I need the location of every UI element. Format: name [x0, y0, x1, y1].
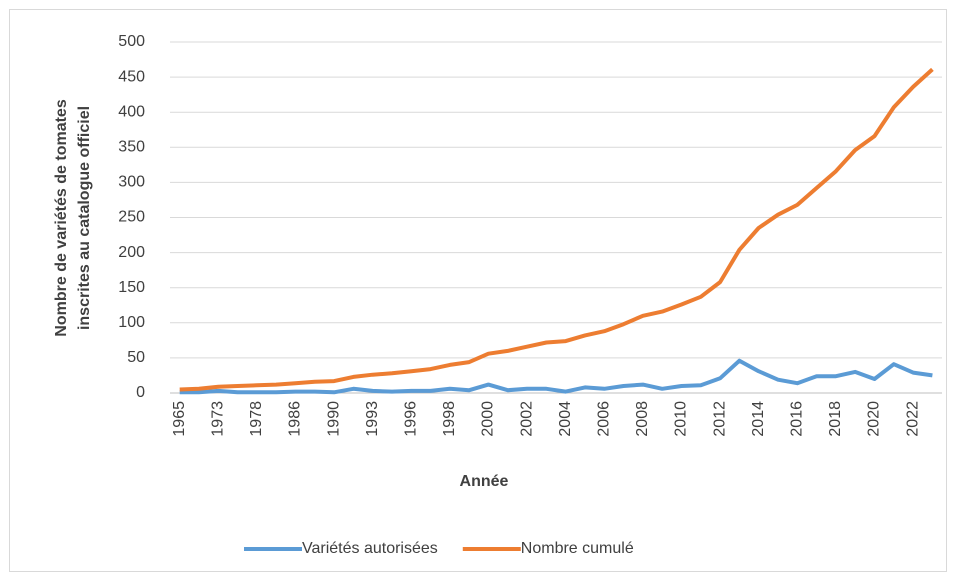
y-axis-title: Nombre de variétés de tomates [53, 99, 70, 337]
x-tick-label: 2010 [673, 401, 690, 437]
y-axis-title: inscrites au catalogue officiel [76, 106, 93, 330]
x-tick-label: 2022 [904, 401, 921, 437]
series-line [179, 358, 933, 395]
x-tick-label: 1990 [325, 401, 342, 437]
x-tick-label: 1986 [287, 401, 304, 437]
x-tick-label: 1996 [402, 401, 419, 437]
y-tick-label: 350 [118, 139, 145, 156]
x-tick-label: 2020 [866, 401, 883, 437]
y-tick-label: 50 [127, 349, 145, 366]
y-tick-label: 150 [118, 279, 145, 296]
chart-border [9, 9, 947, 572]
x-tick-label: 2000 [480, 401, 497, 437]
x-tick-label: 2012 [711, 401, 728, 437]
x-axis-title: Année [460, 473, 509, 490]
y-tick-label: 250 [118, 209, 145, 226]
x-tick-label: 1993 [364, 401, 381, 437]
x-tick-label: 2002 [518, 401, 535, 437]
x-tick-label: 1978 [248, 401, 265, 437]
x-tick-label: 2018 [827, 401, 844, 437]
y-tick-label: 200 [118, 244, 145, 261]
y-tick-label: 500 [118, 33, 145, 50]
legend-label: Nombre cumulé [521, 540, 634, 557]
x-tick-label: 1965 [171, 401, 188, 437]
x-tick-label: 1973 [209, 401, 226, 437]
y-tick-label: 300 [118, 174, 145, 191]
x-tick-label: 2008 [634, 401, 651, 437]
y-tick-label: 0 [136, 384, 145, 401]
x-tick-label: 2006 [595, 401, 612, 437]
y-tick-label: 450 [118, 68, 145, 85]
x-tick-label: 2016 [788, 401, 805, 437]
y-tick-label: 400 [118, 103, 145, 120]
legend-label: Variétés autorisées [302, 540, 438, 557]
x-tick-label: 1998 [441, 401, 458, 437]
x-tick-label: 2004 [557, 401, 574, 437]
y-tick-label: 100 [118, 314, 145, 331]
series-line [179, 67, 934, 392]
x-tick-label: 2014 [750, 401, 767, 437]
